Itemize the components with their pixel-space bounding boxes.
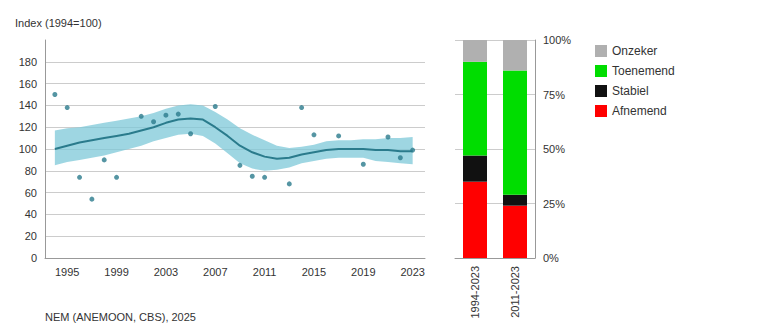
svg-text:180: 180	[19, 56, 37, 68]
svg-text:2015: 2015	[302, 266, 326, 278]
svg-text:Afnemend: Afnemend	[612, 104, 667, 118]
svg-text:NEM (ANEMOON, CBS), 2025: NEM (ANEMOON, CBS), 2025	[45, 311, 196, 323]
svg-text:20: 20	[25, 230, 37, 242]
svg-text:100%: 100%	[543, 34, 571, 46]
svg-text:40: 40	[25, 208, 37, 220]
svg-text:2019: 2019	[351, 266, 375, 278]
svg-text:75%: 75%	[543, 89, 565, 101]
svg-text:2003: 2003	[154, 266, 178, 278]
svg-text:2011: 2011	[253, 266, 277, 278]
svg-text:60: 60	[25, 187, 37, 199]
svg-text:2007: 2007	[203, 266, 227, 278]
svg-text:Stabiel: Stabiel	[612, 84, 649, 98]
svg-text:1994-2023: 1994-2023	[469, 266, 481, 319]
svg-text:Index (1994=100): Index (1994=100)	[15, 17, 102, 29]
svg-text:Toenemend: Toenemend	[612, 64, 675, 78]
svg-text:25%: 25%	[543, 198, 565, 210]
svg-text:80: 80	[25, 165, 37, 177]
svg-text:140: 140	[19, 99, 37, 111]
svg-text:1995: 1995	[55, 266, 79, 278]
svg-text:50%: 50%	[543, 143, 565, 155]
svg-text:160: 160	[19, 78, 37, 90]
svg-text:100: 100	[19, 143, 37, 155]
svg-text:0%: 0%	[543, 252, 559, 264]
svg-text:120: 120	[19, 121, 37, 133]
svg-text:2011-2023: 2011-2023	[509, 266, 521, 318]
svg-text:1999: 1999	[104, 266, 128, 278]
svg-text:0: 0	[31, 252, 37, 264]
svg-text:Onzeker: Onzeker	[612, 44, 657, 58]
svg-text:2023: 2023	[400, 266, 424, 278]
